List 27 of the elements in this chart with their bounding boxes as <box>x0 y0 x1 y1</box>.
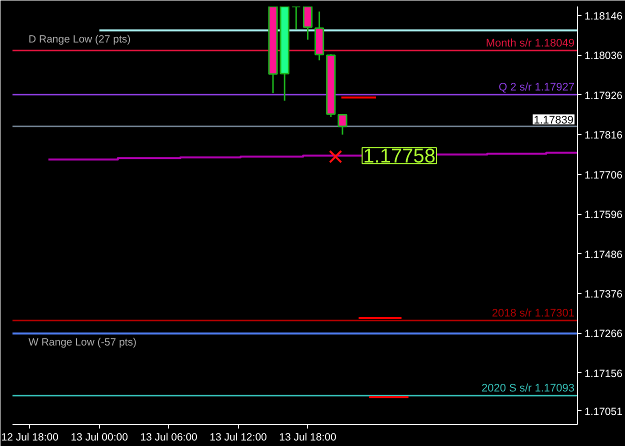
x-tick-label: 13 Jul 18:00 <box>279 432 336 444</box>
y-tick-label: 1.17596 <box>584 209 623 222</box>
candlestick <box>291 6 301 30</box>
y-tick-label: 1.17266 <box>584 328 623 340</box>
annotation: 1.17839 <box>534 114 574 126</box>
y-tick-label: 1.18146 <box>584 10 623 23</box>
y-tick-label: 1.17156 <box>584 368 623 380</box>
series-label: D Range Low (27 pts) <box>28 33 131 46</box>
ref-line-label: Q 2 s/r 1.17927 <box>498 82 575 94</box>
y-tick-label: 1.17486 <box>584 248 623 261</box>
annotation: 1.17758 <box>363 146 436 168</box>
x-tick-label: 13 Jul 06:00 <box>140 432 198 444</box>
ref-line-label: 2018 s/r 1.17301 <box>492 308 575 320</box>
y-tick-label: 1.17051 <box>584 406 623 418</box>
candlestick <box>338 113 348 136</box>
y-tick-label: 1.18036 <box>584 50 623 62</box>
x-tick-label: 12 Jul 18:00 <box>1 432 59 444</box>
x-tick-label: 13 Jul 12:00 <box>210 432 268 444</box>
ref-line-label: Month s/r 1.18049 <box>486 38 575 50</box>
y-tick-label: 1.17706 <box>584 169 623 182</box>
y-tick-label: 1.17926 <box>584 90 623 102</box>
series-label: W Range Low (-57 pts) <box>28 336 136 349</box>
y-tick-label: 1.17376 <box>584 288 623 300</box>
y-tick-label: 1.17816 <box>584 130 623 142</box>
candlestick <box>302 6 313 40</box>
x-tick-label: 13 Jul 00:00 <box>70 432 128 444</box>
ref-line-label: 2020 S s/r 1.17093 <box>482 382 575 395</box>
